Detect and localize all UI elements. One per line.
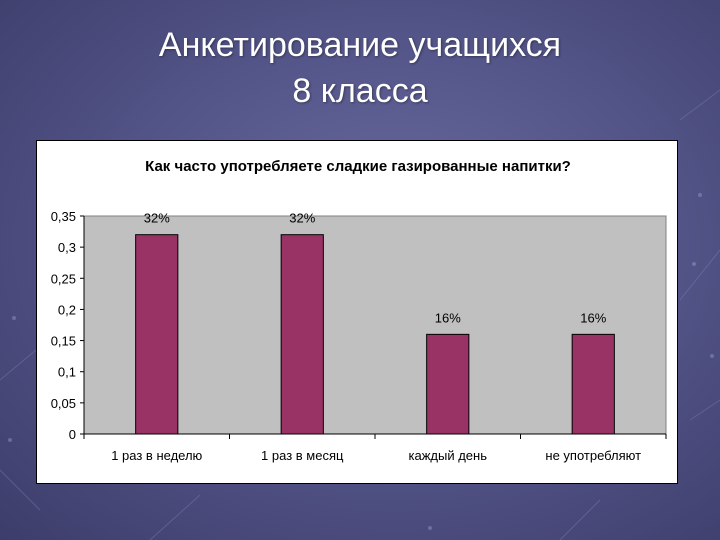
bar <box>426 333 470 435</box>
y-tick-label: 0,3 <box>58 240 76 255</box>
y-tick-label: 0,05 <box>51 396 76 411</box>
x-tick-label: 1 раз в месяц <box>261 448 344 463</box>
bar <box>280 234 324 435</box>
y-axis: 0 0,05 0,1 0,15 0,2 0,25 0,3 0,35 <box>51 209 85 442</box>
data-label: 32% <box>289 211 315 226</box>
slide-title-line-1: Анкетирование учащихся <box>158 26 562 64</box>
plot-area <box>83 215 667 435</box>
chart-title: Как часто употребляете сладкие газирован… <box>145 158 571 175</box>
y-tick-label: 0,35 <box>51 209 76 224</box>
data-label: 16% <box>435 310 461 325</box>
bar-chart: Как часто употребляете сладкие газирован… <box>51 158 667 463</box>
x-axis: 1 раз в неделю 1 раз в месяц каждый день не… <box>83 433 667 463</box>
data-label: 32% <box>144 211 170 226</box>
x-tick-label: каждый день <box>409 448 488 463</box>
slide-title: Анкетирование учащихся 8 класса <box>0 22 720 114</box>
chart-frame: Как часто употребляете сладкие газирован… <box>36 140 678 484</box>
y-tick-label: 0,1 <box>58 365 76 380</box>
bar <box>135 234 179 435</box>
y-tick-label: 0,2 <box>58 302 76 317</box>
slide-title-line-2: 8 класса <box>292 72 428 110</box>
x-tick-label: не употребляют <box>545 448 641 463</box>
y-tick-label: 0,25 <box>51 271 76 286</box>
data-labels: 32% 32% 16% 16% <box>144 211 607 326</box>
x-tick-label: 1 раз в неделю <box>111 448 202 463</box>
y-tick-label: 0,15 <box>51 334 76 349</box>
data-label: 16% <box>580 310 606 325</box>
bar-series <box>135 234 615 435</box>
y-tick-label: 0 <box>69 427 76 442</box>
bar <box>571 333 615 435</box>
